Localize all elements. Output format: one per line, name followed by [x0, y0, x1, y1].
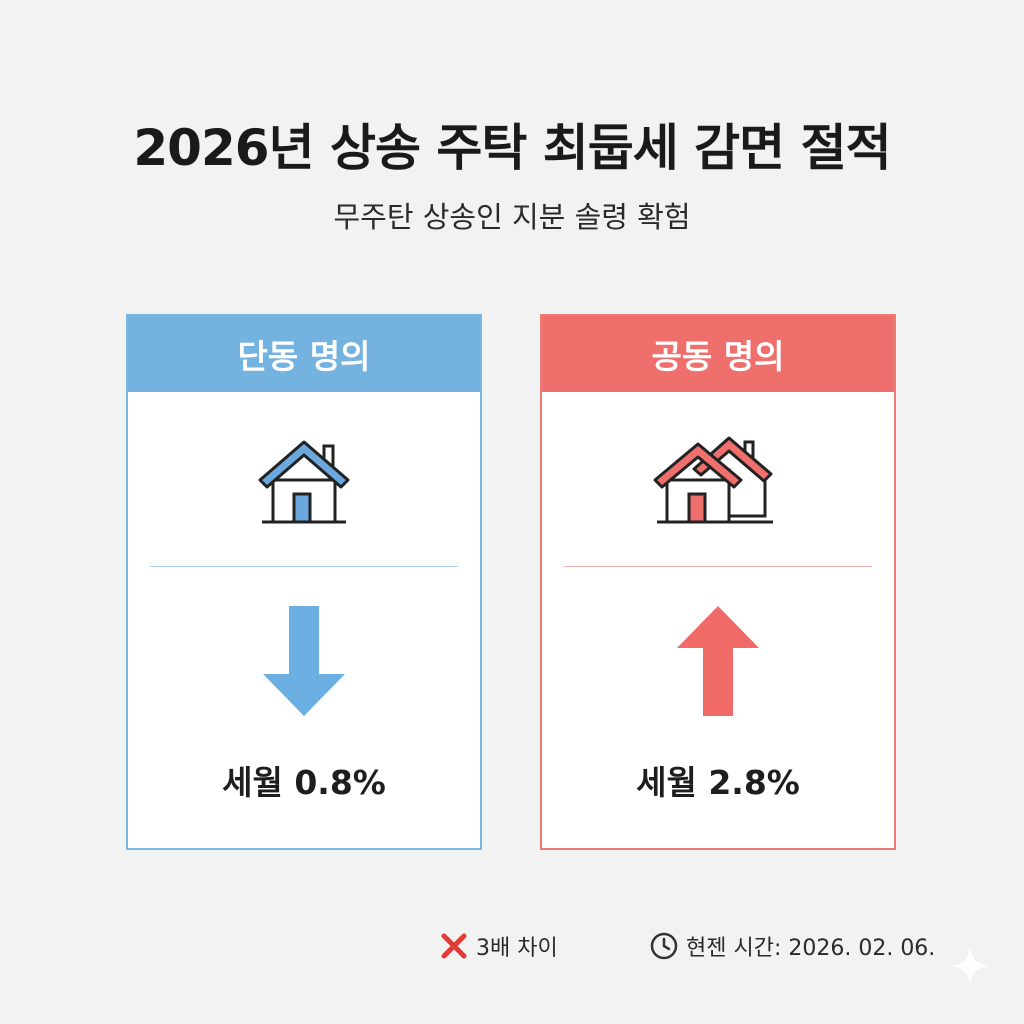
time-text: 현젠 시간: 2026. 02. 06. — [686, 936, 936, 961]
arrow-down-icon — [263, 606, 345, 716]
card-header: 공동 명의 — [542, 316, 894, 392]
page-title: 2026년 상송 주탁 최둡세 감면 절적 — [133, 119, 891, 177]
page-subtitle: 무주탄 상송인 지분 솔령 확험 — [333, 200, 691, 234]
clock-icon — [650, 932, 678, 960]
joint-ownership-card: 공동 명의 세월 2.8% — [540, 314, 896, 850]
single-house-icon — [258, 440, 350, 524]
double-house-icon — [653, 436, 773, 524]
sparkle-icon — [950, 946, 990, 986]
current-time: 현젠 시간: 2026. 02. 06. — [650, 930, 935, 962]
difference-text: 3배 차이 — [476, 936, 558, 961]
arrow-up-icon — [677, 606, 759, 716]
tax-rate: 세월 0.8% — [222, 763, 386, 802]
card-divider — [150, 566, 458, 567]
x-mark-icon — [441, 933, 467, 959]
single-ownership-card: 단동 명의 세월 0.8% — [126, 314, 482, 850]
card-header: 단동 명의 — [128, 316, 480, 392]
card-divider — [564, 566, 872, 567]
tax-rate: 세월 2.8% — [636, 763, 800, 802]
difference-note: 3배 차이 — [440, 930, 558, 962]
